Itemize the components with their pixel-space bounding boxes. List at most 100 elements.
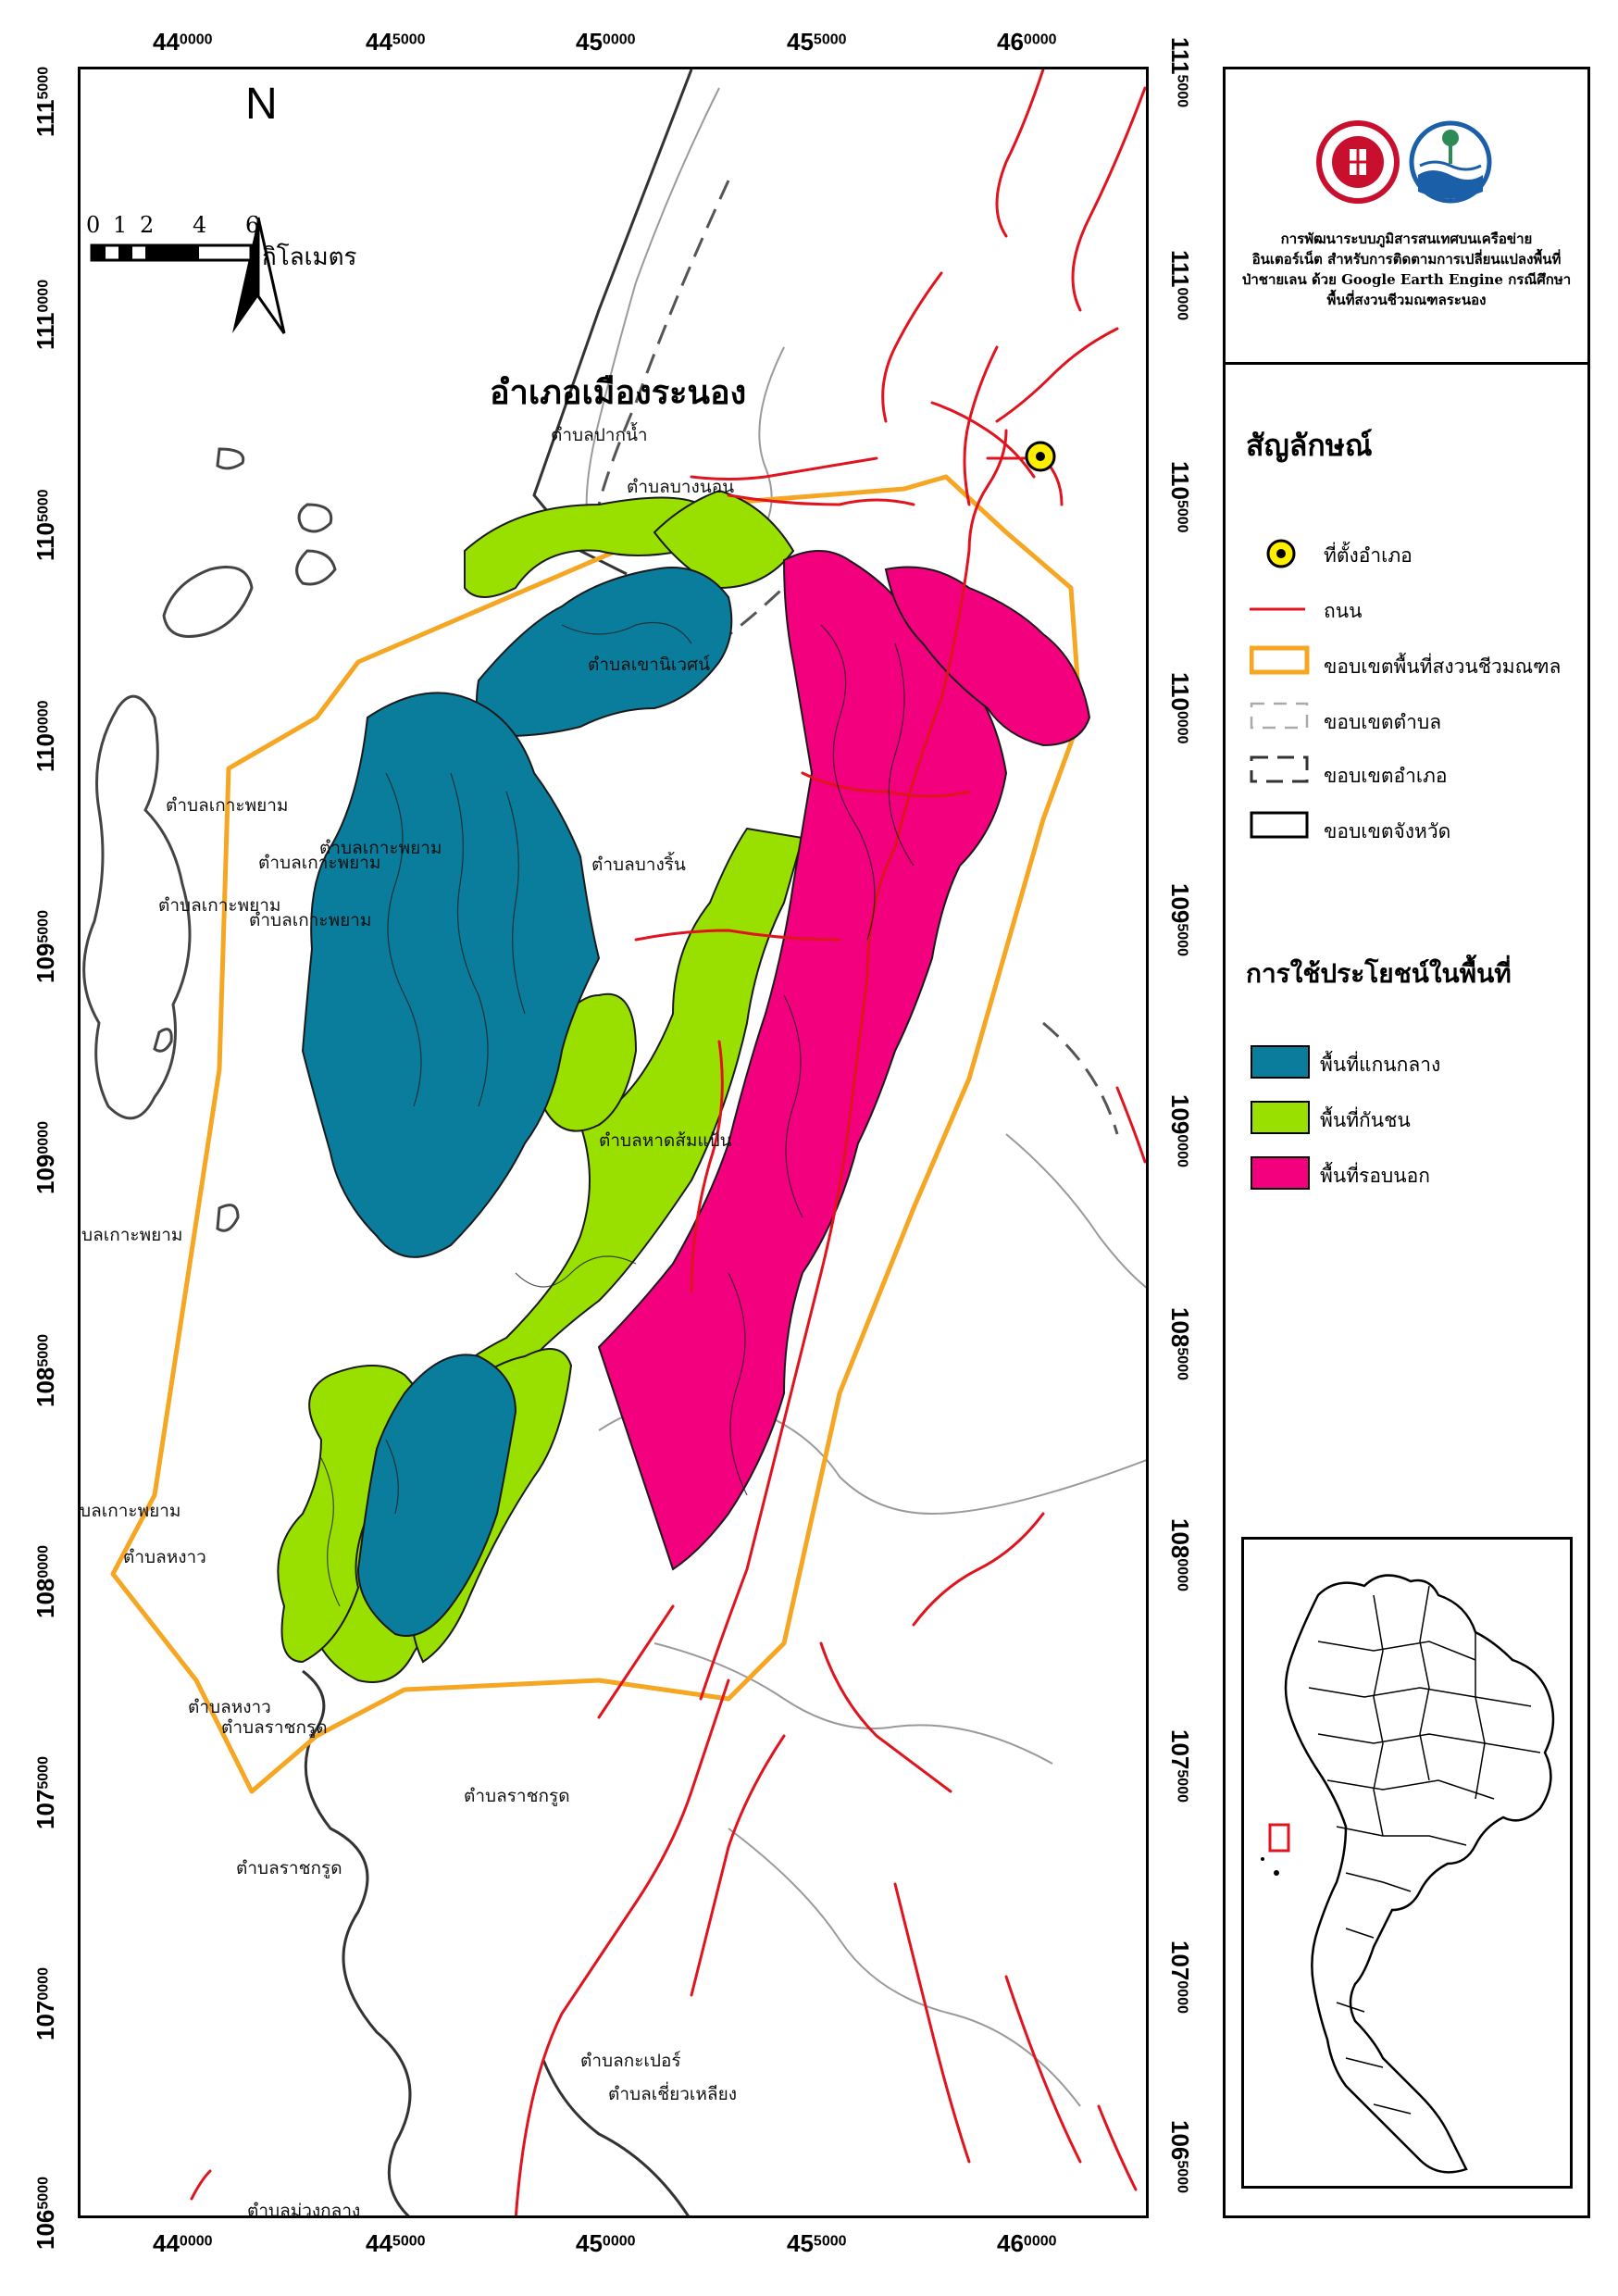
- reserve-boundary-icon: [1250, 645, 1310, 675]
- department-seal-icon: [1409, 120, 1492, 204]
- y-tick-right: 1095000: [1166, 883, 1194, 956]
- y-tick-left: 1115000: [31, 66, 59, 137]
- title-line: อินเตอร์เน็ต สำหรับการติดตามการเปลี่ยนแป…: [1251, 251, 1562, 268]
- place-label: ตำบลบางริ้น: [591, 855, 686, 875]
- y-tick-left: 1085000: [31, 1334, 59, 1407]
- study-area-marker: [1268, 1823, 1290, 1853]
- islands: [82, 447, 337, 1232]
- y-tick-left: 1100000: [31, 700, 59, 772]
- x-tick-bottom: 455000: [787, 2229, 847, 2257]
- scale-unit: กิโลเมตร: [262, 243, 357, 271]
- x-tick-bottom: 440000: [153, 2229, 213, 2257]
- y-tick-left: 1075000: [31, 1756, 59, 1829]
- place-label: ตำบลเกาะพยาม: [158, 895, 281, 916]
- legend-heading: สัญลักษณ์: [1246, 428, 1373, 463]
- legend-label: ขอบเขตพื้นที่สงวนชีวมณฑล: [1324, 655, 1562, 678]
- y-tick-right: 1075000: [1166, 1729, 1194, 1803]
- district-point-symbol: [1025, 441, 1056, 472]
- district-boundary-icon: [1250, 755, 1309, 783]
- place-label: ตำบลหาดส้มแป้น: [599, 1130, 732, 1151]
- thailand-outline: [1261, 1574, 1555, 2174]
- y-tick-left: 1080000: [31, 1545, 59, 1618]
- buffer-zone-swatch: [1251, 1101, 1310, 1134]
- place-label: ตำบลม่วงกลาง: [247, 2201, 361, 2218]
- landuse-heading: การใช้ประโยชน์ในพื้นที่: [1246, 958, 1512, 989]
- map-frame[interactable]: N 0 1 2 4 6 กิโลเมตร อำเภอเมืองระนอง ตำบ…: [78, 67, 1149, 2218]
- legend-label: ที่ตั้งอำเภอ: [1324, 544, 1413, 567]
- map-canvas: [82, 69, 1146, 2215]
- place-label: ตำบลเกาะพยาม: [319, 838, 442, 858]
- landuse-label: พื้นที่แกนกลาง: [1320, 1054, 1441, 1076]
- y-tick-left: 1095000: [31, 910, 59, 983]
- province-boundary-icon: [1250, 811, 1309, 839]
- place-label: ตำบลเกาะพยาม: [258, 853, 381, 873]
- place-label: ตำบลราชกรูด: [464, 1786, 570, 1806]
- y-tick-right: 1110000: [1166, 250, 1194, 321]
- scale-tick-6: 6: [245, 212, 260, 238]
- university-seal-icon: [1316, 120, 1400, 204]
- place-label: ตำบลเชี่ยวเหลียง: [608, 2084, 737, 2104]
- roads: [190, 69, 1146, 2215]
- x-tick-top: 440000: [153, 28, 213, 56]
- place-label: ตำบลบางนอน: [627, 477, 735, 497]
- title-line: พื้นที่สงวนชีวมณฑลระนอง: [1326, 292, 1487, 308]
- y-tick-right: 1105000: [1166, 461, 1194, 533]
- y-tick-right: 1080000: [1166, 1518, 1194, 1591]
- y-tick-right: 1085000: [1166, 1307, 1194, 1380]
- y-tick-right: 1115000: [1166, 37, 1194, 108]
- x-tick-top: 455000: [787, 28, 847, 56]
- scale-tick-2: 2: [140, 212, 155, 238]
- place-label: ตำบลหงาว: [123, 1547, 206, 1567]
- x-tick-bottom: 460000: [997, 2229, 1057, 2257]
- landuse-parcel-lines: [320, 621, 915, 1607]
- legend-symbols: [1250, 539, 1310, 839]
- title-panel: การพัฒนาระบบภูมิสารสนเทศบนเครือข่าย อินเ…: [1223, 67, 1590, 365]
- y-tick-left: 1110000: [31, 279, 59, 350]
- legend-label: ถนน: [1324, 600, 1363, 622]
- transition-zone-east: [884, 566, 1091, 747]
- x-tick-bottom: 450000: [576, 2229, 636, 2257]
- x-tick-bottom: 445000: [366, 2229, 426, 2257]
- y-tick-right: 1090000: [1166, 1094, 1194, 1167]
- title-line: การพัฒนาระบบภูมิสารสนเทศบนเครือข่าย: [1280, 231, 1533, 247]
- landuse-swatches: [1251, 1045, 1310, 1190]
- inset-map: [1241, 1537, 1573, 2189]
- core-zone-swatch: [1251, 1045, 1310, 1079]
- scale-tick-1: 1: [113, 212, 128, 238]
- subdistrict-boundary-icon: [1250, 702, 1309, 730]
- north-label: N: [245, 80, 278, 129]
- district-point-icon: [1266, 539, 1296, 568]
- y-tick-left: 1065000: [31, 2177, 59, 2250]
- y-tick-left: 1090000: [31, 1121, 59, 1194]
- y-tick-right: 1065000: [1166, 2120, 1194, 2193]
- x-tick-top: 450000: [576, 28, 636, 56]
- scale-tick-4: 4: [193, 212, 207, 238]
- y-tick-right: 1070000: [1166, 1940, 1194, 2014]
- district-title: อำเภอเมืองระนอง: [490, 374, 747, 412]
- legend-label: ขอบเขตตำบล: [1324, 711, 1442, 733]
- place-label: ตำบลราชกรูด: [221, 1717, 328, 1738]
- y-tick-right: 1100000: [1166, 672, 1194, 744]
- place-label: ตำบลเกาะพยาม: [81, 1225, 183, 1245]
- place-label: ตำบลเขานิเวศน์: [588, 655, 711, 675]
- transition-zone-swatch: [1251, 1156, 1310, 1190]
- core-zone: [301, 567, 733, 1637]
- place-label: ตำบลปากน้ำ: [551, 425, 648, 445]
- logos: [1316, 120, 1492, 204]
- scale-bar-graphic: [90, 243, 253, 262]
- place-label: ตำบลเกาะพยาม: [249, 910, 372, 930]
- legend-label: ขอบเขตอำเภอ: [1324, 765, 1448, 787]
- place-label: ตำบลกะเปอร์: [580, 2051, 681, 2071]
- place-label: ตำบลเกาะพยาม: [166, 795, 289, 816]
- y-tick-left: 1105000: [31, 489, 59, 561]
- x-tick-top: 445000: [366, 28, 426, 56]
- place-label: ตำบลเกาะพยาม: [80, 1501, 181, 1521]
- scale-tick-0: 0: [86, 212, 101, 238]
- place-label: ตำบลราชกรูด: [236, 1858, 342, 1878]
- place-label: ตำบลหงาว: [188, 1697, 271, 1717]
- x-tick-top: 460000: [997, 28, 1057, 56]
- landuse-label: พื้นที่รอบนอก: [1320, 1165, 1430, 1187]
- landuse-label: พื้นที่กันชน: [1320, 1109, 1411, 1131]
- legend-label: ขอบเขตจังหวัด: [1324, 820, 1451, 842]
- y-tick-left: 1070000: [31, 1967, 59, 2040]
